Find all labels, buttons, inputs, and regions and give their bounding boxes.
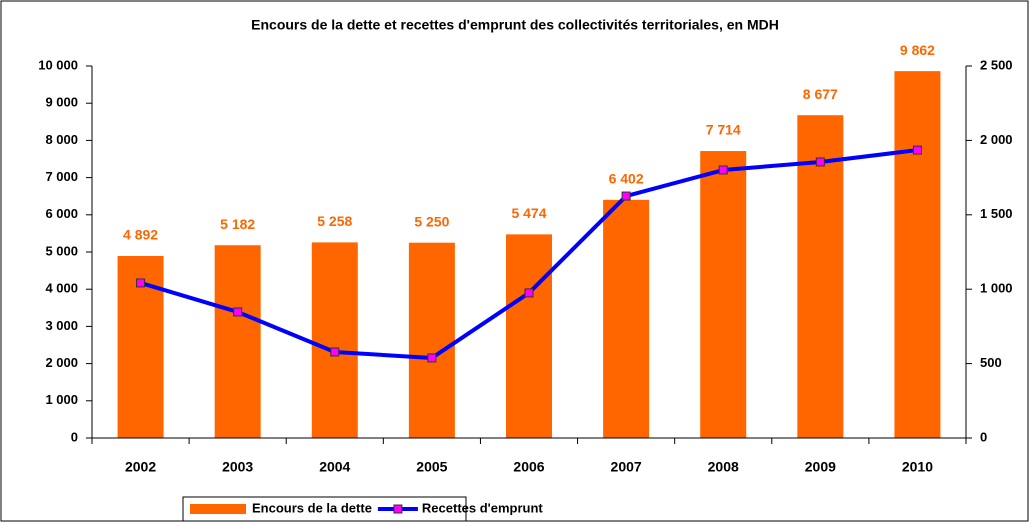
y-tick-label: 1 000 <box>45 392 78 407</box>
x-tick-label: 2007 <box>611 459 642 475</box>
x-tick-label: 2002 <box>125 459 156 475</box>
y-tick-label: 3 000 <box>45 318 78 333</box>
x-tick-label: 2008 <box>708 459 739 475</box>
x-tick-label: 2005 <box>416 459 447 475</box>
y-tick-label: 0 <box>71 429 78 444</box>
marker <box>815 157 825 167</box>
y-tick-label: 7 000 <box>45 169 78 184</box>
marker <box>330 347 340 357</box>
data-label: 7 714 <box>706 122 741 138</box>
y2-tick-label: 2 000 <box>980 132 1013 147</box>
data-label: 5 258 <box>317 213 352 229</box>
bar <box>603 199 650 438</box>
marker <box>621 191 631 201</box>
x-tick-label: 2010 <box>902 459 933 475</box>
bar <box>408 242 455 438</box>
legend-label: Encours de la dette <box>252 500 372 515</box>
marker <box>233 307 243 317</box>
y-tick-label: 4 000 <box>45 281 78 296</box>
y2-tick-label: 1 500 <box>980 206 1013 221</box>
bar <box>506 234 552 438</box>
data-label: 8 677 <box>803 86 838 102</box>
y-tick-label: 8 000 <box>45 132 78 147</box>
y2-tick-label: 500 <box>980 355 1002 370</box>
data-label: 9 862 <box>900 42 935 58</box>
x-tick-label: 2006 <box>513 459 544 475</box>
bar <box>894 71 941 438</box>
data-label: 4 892 <box>123 227 158 243</box>
bar <box>311 242 358 438</box>
data-label: 5 182 <box>220 216 255 232</box>
data-label: 5 474 <box>511 205 546 221</box>
marker <box>427 353 437 363</box>
y2-tick-label: 1 000 <box>980 281 1013 296</box>
y2-tick-label: 0 <box>980 429 987 444</box>
legend-swatch <box>190 504 246 514</box>
data-label: 6 402 <box>609 171 644 187</box>
legend-label: Recettes d'emprunt <box>422 500 544 515</box>
bar <box>700 151 747 439</box>
x-tick-label: 2003 <box>222 459 253 475</box>
y-tick-label: 2 000 <box>45 355 78 370</box>
y-tick-label: 6 000 <box>45 206 78 221</box>
legend-marker <box>393 504 403 514</box>
marker <box>136 278 146 288</box>
marker <box>718 165 728 175</box>
x-tick-label: 2009 <box>805 459 836 475</box>
bar <box>214 245 261 438</box>
marker <box>524 288 534 298</box>
y-tick-label: 10 000 <box>38 57 78 72</box>
data-label: 5 250 <box>414 213 449 229</box>
x-tick-label: 2004 <box>319 459 350 475</box>
marker <box>912 145 922 155</box>
y-tick-label: 5 000 <box>45 243 78 258</box>
y-tick-label: 9 000 <box>45 95 78 110</box>
bar <box>797 115 844 438</box>
chart-title: Encours de la dette et recettes d'emprun… <box>251 17 779 33</box>
y2-tick-label: 2 500 <box>980 57 1013 72</box>
